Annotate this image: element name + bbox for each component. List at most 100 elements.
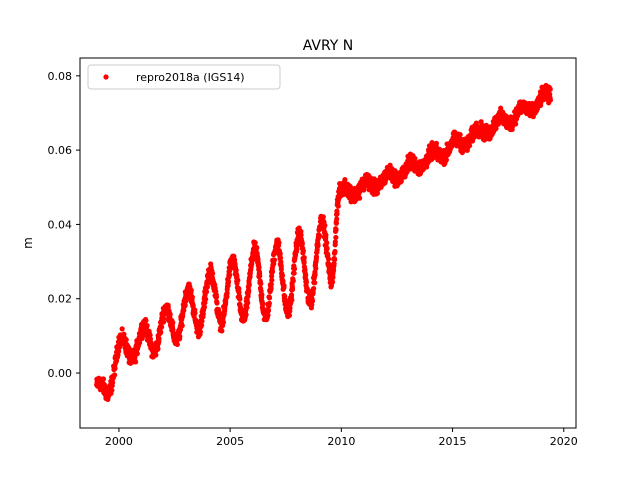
data-point: [245, 300, 251, 306]
data-point: [278, 266, 284, 272]
data-point: [547, 91, 553, 97]
plot-frame: [79, 57, 577, 429]
data-point: [279, 272, 286, 279]
data-point: [277, 250, 283, 257]
data-point: [329, 279, 336, 285]
data-point: [246, 282, 252, 288]
y-tick-label: 0.00: [48, 367, 73, 380]
data-point: [330, 274, 336, 281]
data-point: [219, 328, 225, 334]
data-point: [252, 240, 258, 246]
data-point: [244, 304, 250, 311]
data-point: [158, 329, 164, 336]
data-point: [361, 187, 367, 193]
data-point: [291, 270, 297, 276]
x-tick-label: 2020: [550, 435, 578, 448]
data-point: [333, 234, 339, 241]
data-point: [224, 294, 230, 300]
data-point: [258, 281, 264, 287]
data-point: [294, 247, 300, 253]
data-point: [325, 256, 332, 262]
data-point: [260, 300, 266, 307]
data-point: [302, 266, 308, 273]
data-point: [335, 203, 341, 209]
data-point: [199, 318, 205, 324]
data-point: [249, 257, 256, 263]
data-point: [412, 155, 418, 162]
data-point: [547, 97, 554, 103]
data-point: [109, 387, 115, 393]
x-axis: 2000 2005 2010 2015 2020: [105, 428, 578, 448]
data-point: [312, 272, 318, 278]
data-point: [144, 322, 150, 329]
data-point: [334, 211, 340, 217]
data-point: [276, 240, 282, 246]
data-point: [254, 245, 260, 251]
data-point: [312, 280, 318, 286]
data-point: [324, 246, 330, 252]
y-tick-label: 0.06: [48, 144, 73, 157]
data-point: [433, 140, 440, 146]
data-point: [174, 341, 180, 347]
data-point: [357, 195, 363, 201]
data-point: [119, 326, 125, 332]
data-point: [237, 296, 243, 302]
data-point: [177, 327, 184, 333]
x-tick-label: 2005: [216, 435, 244, 448]
data-point: [266, 295, 273, 301]
data-point: [203, 289, 210, 295]
data-point: [289, 297, 295, 303]
data-point: [177, 333, 183, 340]
data-point: [183, 298, 189, 304]
data-point: [313, 254, 320, 260]
data-point: [203, 296, 209, 302]
data-point: [188, 287, 194, 294]
data-point: [320, 214, 326, 220]
data-point: [277, 255, 284, 261]
data-point: [265, 308, 272, 314]
data-point: [334, 216, 340, 222]
data-point: [513, 121, 519, 127]
data-point: [322, 222, 328, 229]
data-point: [147, 332, 153, 338]
data-point: [133, 359, 139, 365]
data-point: [179, 323, 185, 329]
data-point: [324, 240, 330, 246]
data-point: [333, 227, 339, 233]
data-point: [235, 277, 241, 283]
data-point: [333, 220, 339, 226]
data-point: [153, 352, 159, 358]
data-points: [94, 82, 554, 402]
data-point: [298, 232, 304, 238]
data-point: [299, 241, 305, 247]
chart-title: AVRY N: [303, 38, 354, 54]
data-point: [315, 243, 321, 249]
data-point: [301, 255, 307, 261]
data-point: [190, 303, 196, 309]
data-point: [300, 248, 306, 254]
data-point: [112, 365, 118, 372]
data-point: [271, 257, 278, 263]
y-tick-label: 0.04: [48, 218, 73, 231]
data-point: [288, 292, 295, 298]
data-point: [225, 278, 232, 285]
legend-label: repro2018a (IGS14): [136, 71, 245, 84]
data-point: [457, 132, 463, 138]
data-point: [243, 312, 249, 318]
data-point: [192, 310, 198, 316]
data-point: [257, 273, 263, 279]
data-point: [374, 190, 381, 196]
data-point: [303, 272, 309, 278]
data-point: [309, 298, 316, 304]
y-tick-label: 0.02: [48, 293, 73, 306]
data-point: [233, 267, 239, 273]
legend: repro2018a (IGS14): [87, 64, 281, 90]
data-point: [189, 294, 195, 300]
data-point: [269, 268, 276, 274]
data-point: [310, 290, 316, 296]
data-point: [331, 260, 337, 267]
x-tick-label: 2010: [327, 435, 355, 448]
data-point: [466, 143, 473, 149]
data-point: [214, 300, 220, 306]
